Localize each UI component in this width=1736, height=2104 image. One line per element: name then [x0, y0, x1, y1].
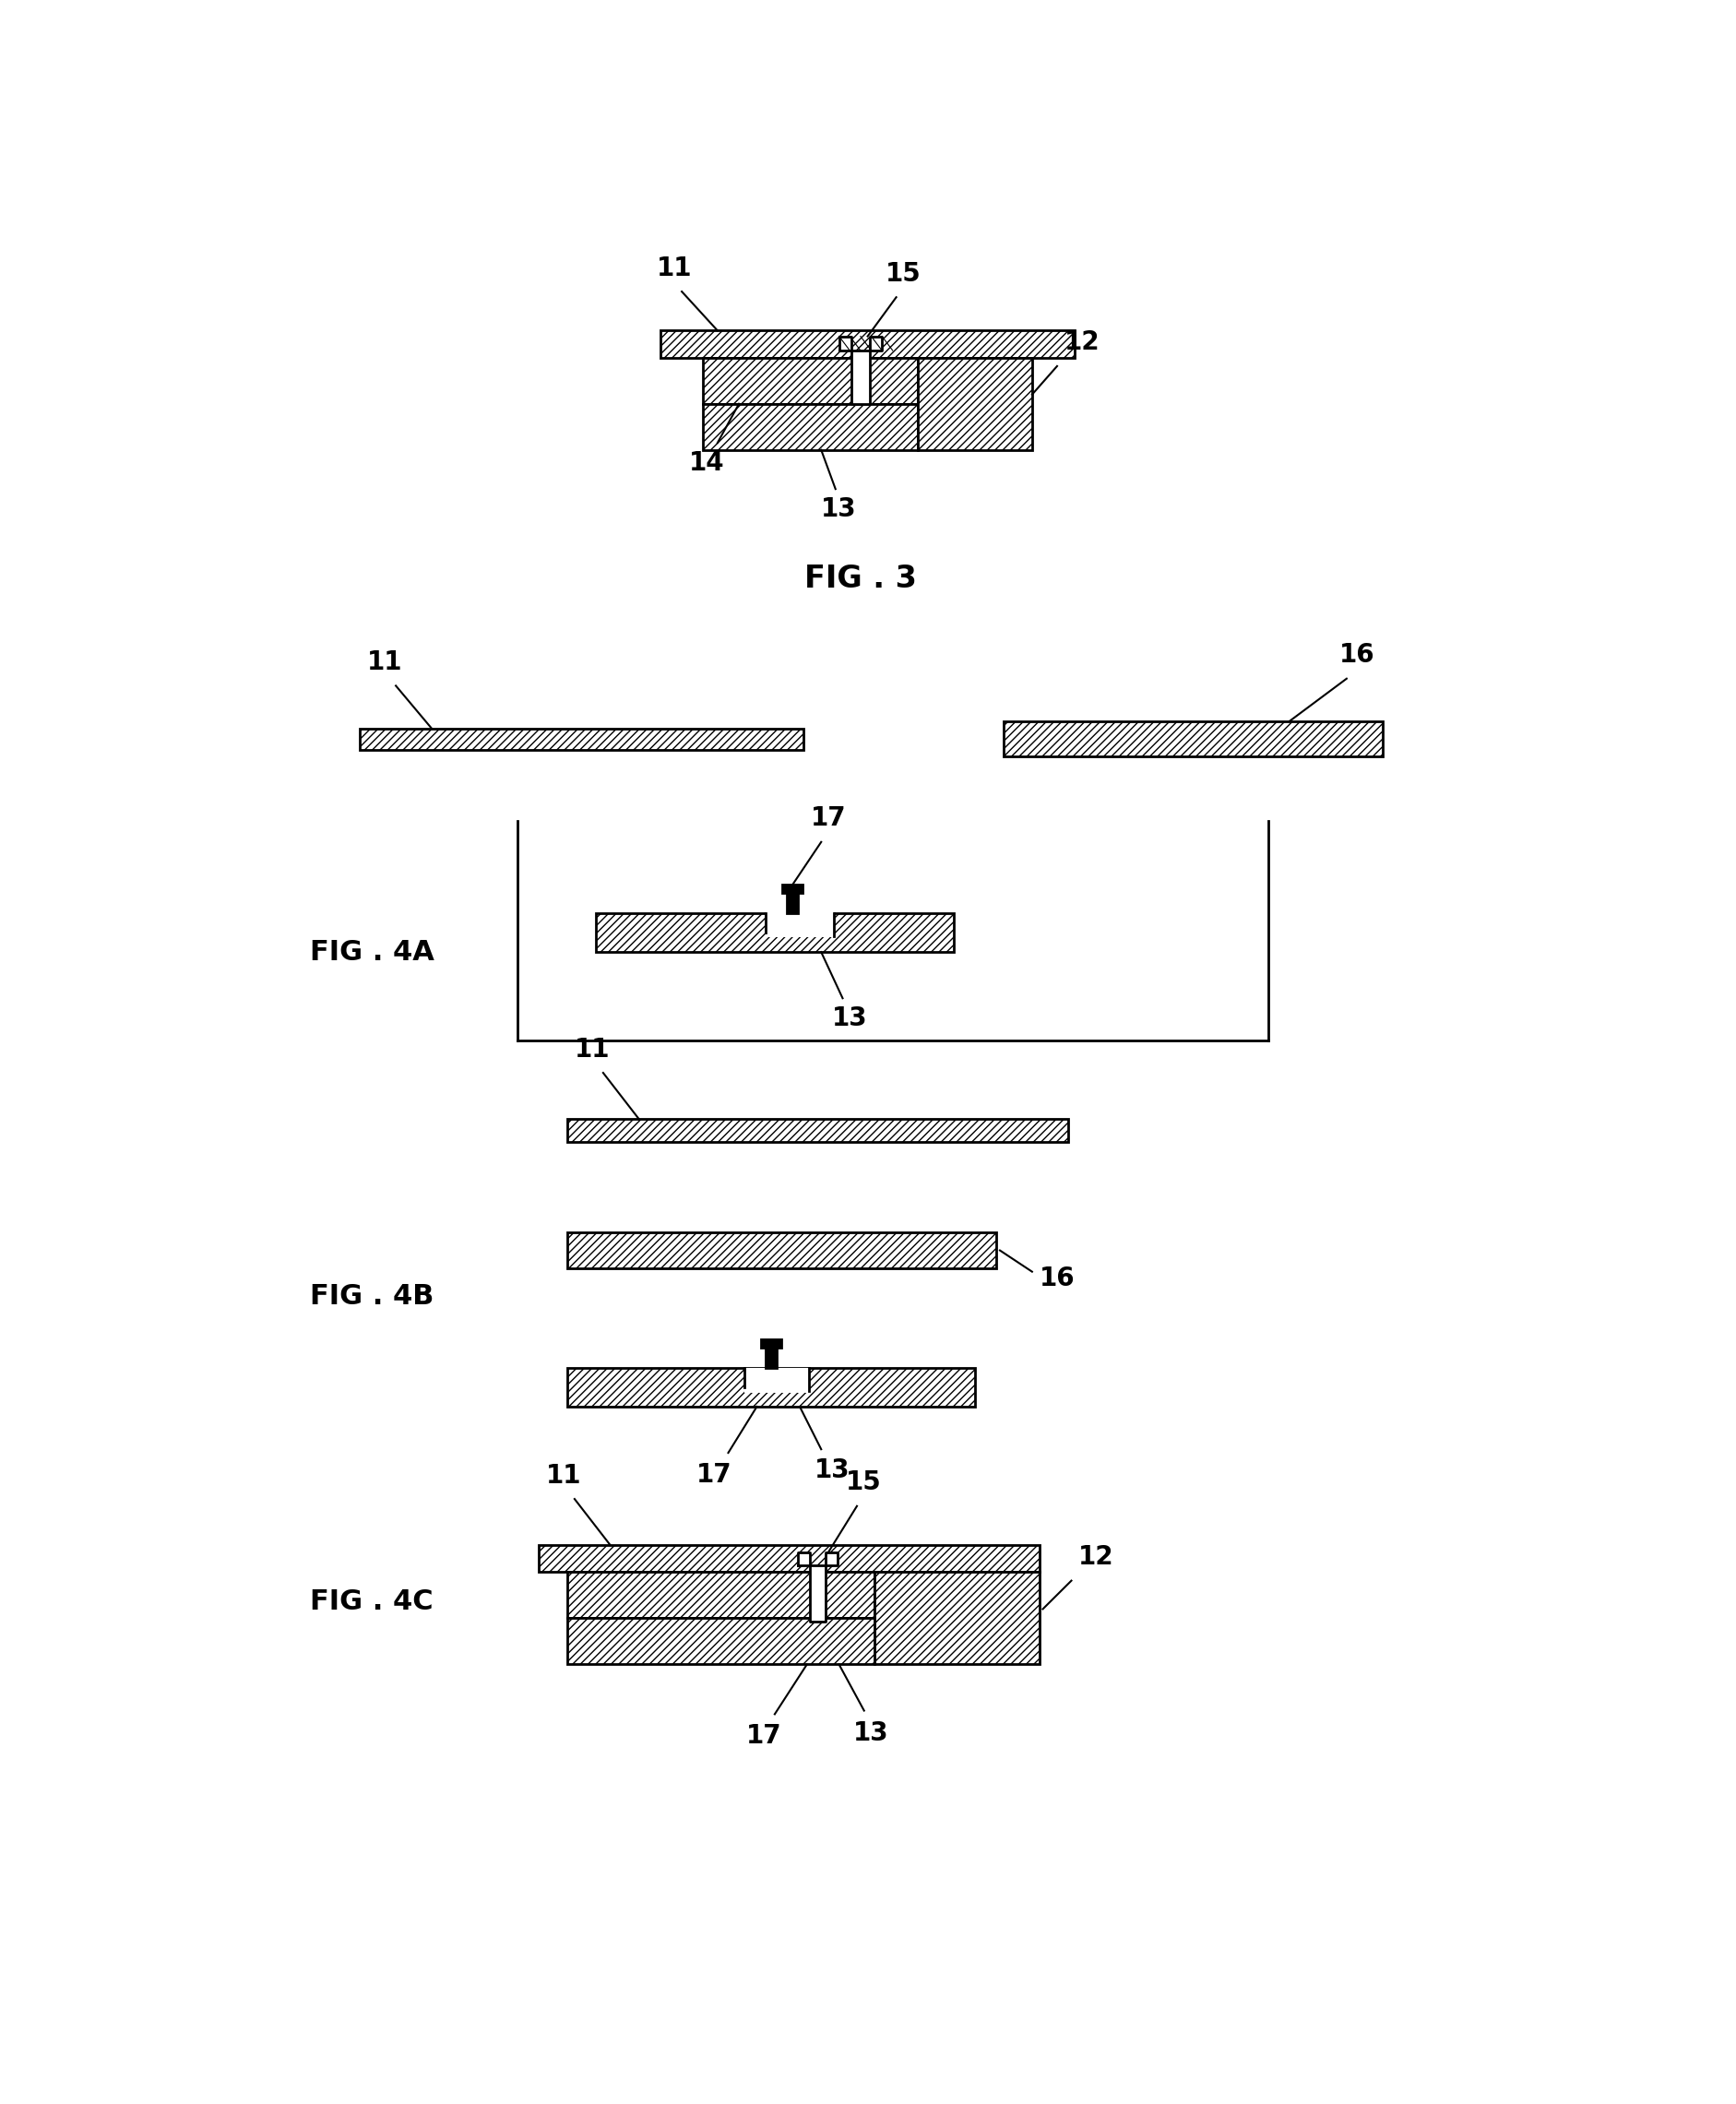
Polygon shape	[797, 1553, 837, 1622]
Text: FIG . 4C: FIG . 4C	[311, 1589, 432, 1616]
Text: 16: 16	[1338, 642, 1375, 667]
Bar	[568, 1572, 875, 1618]
Text: 15: 15	[885, 261, 920, 286]
Text: 12: 12	[1064, 330, 1099, 356]
Bar	[766, 909, 833, 936]
Text: 16: 16	[1038, 1267, 1075, 1292]
Text: 11: 11	[545, 1462, 582, 1488]
Bar	[786, 892, 797, 913]
Bar	[875, 1572, 1038, 1664]
Bar	[568, 1119, 1068, 1142]
Text: 17: 17	[696, 1462, 731, 1488]
Text: FIG . 4B: FIG . 4B	[311, 1283, 434, 1311]
Bar	[760, 1338, 781, 1349]
Text: 17: 17	[811, 806, 845, 831]
Bar	[359, 728, 802, 749]
Bar	[568, 1368, 974, 1408]
Text: 11: 11	[575, 1037, 609, 1063]
Text: 11: 11	[366, 650, 403, 675]
Bar	[660, 330, 1075, 358]
Bar	[568, 1233, 996, 1269]
Bar	[703, 404, 917, 450]
Text: 17: 17	[746, 1723, 781, 1748]
Text: FIG . 4A: FIG . 4A	[311, 938, 434, 966]
Bar	[595, 913, 953, 953]
Text: 15: 15	[845, 1469, 882, 1496]
Polygon shape	[838, 337, 882, 404]
Text: 12: 12	[1078, 1544, 1113, 1570]
Text: 14: 14	[689, 450, 724, 476]
Text: 13: 13	[814, 1458, 849, 1483]
Bar	[703, 358, 917, 404]
Text: 11: 11	[656, 255, 693, 282]
Bar	[568, 1618, 875, 1664]
Text: 13: 13	[821, 497, 856, 522]
Bar	[766, 1349, 776, 1368]
Text: FIG . 3: FIG . 3	[804, 564, 917, 593]
Text: 13: 13	[832, 1006, 868, 1031]
Bar	[917, 358, 1031, 450]
Bar	[783, 884, 802, 892]
Text: 13: 13	[852, 1719, 889, 1746]
Bar	[745, 1368, 809, 1393]
Bar	[1003, 722, 1382, 757]
Bar	[538, 1544, 1038, 1572]
